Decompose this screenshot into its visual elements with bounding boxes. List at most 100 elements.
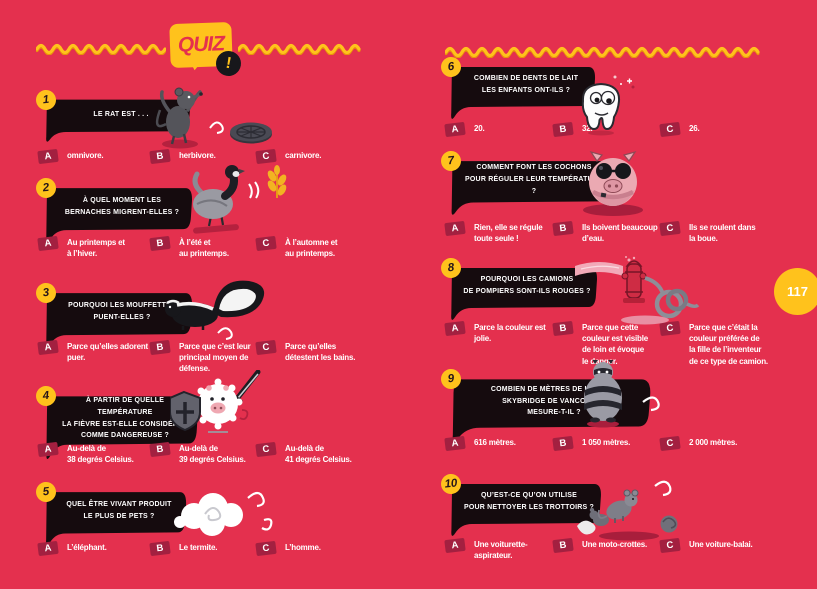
answer-option-b[interactable]: B Au-delà de 39 degrés Celsius. — [149, 441, 246, 465]
answer-option-b[interactable]: B Parce que c’est leur principal moyen de… — [149, 339, 251, 375]
answer-letter-badge[interactable]: A — [444, 537, 466, 554]
answer-option-c[interactable]: C Parce qu’elles détestent les bains. — [255, 339, 355, 363]
speech-bubble-shape — [451, 484, 601, 536]
question-banner: À QUEL MOMENT LES BERNACHES MIGRENT-ELLE… — [42, 186, 194, 247]
answer-option-b[interactable]: B Le termite. — [149, 540, 218, 557]
answer-letter-badge[interactable]: C — [659, 435, 681, 452]
question-text: POURQUOI LES CAMIONS DE POMPIERS SONT-IL… — [463, 276, 591, 296]
rat-and-manhole-illustration — [155, 87, 272, 149]
mice-and-droppings-illustration — [577, 480, 678, 541]
answer-option-b[interactable]: B Une moto-crottes. — [552, 537, 648, 554]
answer-letter-badge[interactable]: B — [552, 220, 574, 237]
fire-hydrant-and-hose-illustration — [575, 256, 700, 325]
answer-letter-badge[interactable]: C — [255, 540, 277, 557]
answer-letter-badge[interactable]: A — [37, 148, 59, 165]
speech-bubble-shape — [451, 268, 598, 320]
question-text: COMBIEN DE DENTS DE LAIT LES ENFANTS ONT… — [473, 75, 579, 95]
answer-text: Le termite. — [179, 543, 218, 552]
answer-letter-badge[interactable]: C — [659, 220, 681, 237]
speech-bubble-shape — [451, 67, 596, 119]
squiggle-divider-mid — [238, 43, 361, 55]
answer-option-a[interactable]: A Une voiturette- aspirateur. — [444, 537, 528, 561]
page-number-badge: 117 — [774, 268, 817, 315]
answer-letter-badge[interactable]: A — [444, 435, 466, 452]
question-text: À QUEL MOMENT LES BERNACHES MIGRENT-ELLE… — [64, 197, 180, 217]
answer-text: Une voiture-balai. — [689, 540, 753, 549]
question-text: QU’EST-CE QU’ON UTILISE POUR NETTOYER LE… — [464, 492, 594, 512]
answer-option-b[interactable]: B Ils boivent beaucoup d’eau. — [552, 220, 658, 244]
answer-option-c[interactable]: C Une voiture-balai. — [659, 537, 753, 554]
answer-option-c[interactable]: C L’homme. — [255, 540, 321, 557]
answer-letter-badge[interactable]: A — [37, 441, 59, 458]
answer-letter-badge[interactable]: B — [149, 441, 171, 458]
question-banner: QUEL ÊTRE VIVANT PRODUIT LE PLUS DE PETS… — [42, 490, 188, 550]
answer-letter-badge[interactable]: A — [37, 540, 59, 557]
answer-text: Parce que c’était la couleur préférée de… — [689, 323, 768, 366]
answer-text: L’éléphant. — [67, 543, 107, 552]
answer-text: Parce que cette couleur est visible de l… — [582, 323, 649, 366]
answer-letter-badge[interactable]: B — [149, 235, 171, 252]
answer-text: Au-delà de 41 degrés Celsius. — [285, 444, 352, 465]
answer-text: Au-delà de 38 degrés Celsius. — [67, 444, 134, 465]
virus-with-shield-and-sword-illustration — [170, 370, 261, 433]
answer-letter-badge[interactable]: B — [149, 540, 171, 557]
question-text: À PARTIR DE QUELLE TEMPÉRATURE LA FIÈVRE… — [62, 396, 188, 440]
answer-option-a[interactable]: A Au printemps et à l’hiver. — [37, 235, 125, 259]
answer-option-a[interactable]: A Au-delà de 38 degrés Celsius. — [37, 441, 134, 465]
answer-option-a[interactable]: A 20. — [444, 121, 485, 138]
answer-option-a[interactable]: A L’éléphant. — [37, 540, 107, 557]
answer-letter-badge[interactable]: A — [444, 121, 466, 138]
answer-text: 616 mètres. — [474, 438, 516, 447]
answer-text: 26. — [689, 124, 700, 133]
squiggle-divider-right — [445, 46, 760, 58]
answer-option-b[interactable]: B Parce que cette couleur est visible de … — [552, 320, 649, 367]
answer-option-b[interactable]: B 1 050 mètres. — [552, 435, 631, 452]
answer-text: 20. — [474, 124, 485, 133]
answer-option-a[interactable]: A 616 mètres. — [444, 435, 516, 452]
answer-letter-badge[interactable]: A — [444, 320, 466, 337]
tooth-illustration — [581, 75, 635, 136]
answer-option-b[interactable]: B À l’été et au printemps. — [149, 235, 229, 259]
answer-option-a[interactable]: A Parce qu’elles adorent puer. — [37, 339, 148, 363]
answer-option-c[interactable]: C Parce que c’était la couleur préférée d… — [659, 320, 768, 367]
quiz-title: QUIZ — [177, 32, 225, 57]
speech-bubble-shape — [451, 161, 611, 215]
answer-letter-badge[interactable]: A — [37, 339, 59, 356]
pig-with-sunglasses-illustration — [583, 150, 643, 216]
answer-letter-badge[interactable]: C — [255, 441, 277, 458]
question-banner: LE RAT EST . . . — [42, 98, 192, 145]
answer-option-a[interactable]: A Rien, elle se régule toute seule ! — [444, 220, 543, 244]
speech-bubble-shape — [46, 188, 193, 243]
answer-option-b[interactable]: B 32. — [552, 121, 593, 138]
answer-letter-badge[interactable]: A — [37, 235, 59, 252]
answer-letter-badge[interactable]: A — [444, 220, 466, 237]
answer-option-c[interactable]: C 26. — [659, 121, 700, 138]
answer-letter-badge[interactable]: C — [255, 339, 277, 356]
answer-text: omnivore. — [67, 151, 104, 160]
question-text: LE RAT EST . . . — [93, 110, 149, 118]
answer-text: Au-delà de 39 degrés Celsius. — [179, 444, 246, 465]
answer-text: Parce qu’elles adorent puer. — [67, 342, 148, 363]
question-banner: POURQUOI LES CAMIONS DE POMPIERS SONT-IL… — [447, 266, 599, 324]
barnacle-goose-illustration — [192, 165, 287, 234]
answer-option-c[interactable]: C Ils se roulent dans la boue. — [659, 220, 756, 244]
answer-letter-badge[interactable]: B — [552, 435, 574, 452]
answer-text: Ils boivent beaucoup d’eau. — [582, 223, 658, 244]
speech-bubble-shape — [46, 99, 191, 142]
answer-option-c[interactable]: C Au-delà de 41 degrés Celsius. — [255, 441, 352, 465]
answer-option-a[interactable]: A Parce la couleur est jolie. — [444, 320, 546, 344]
question-banner: QU’EST-CE QU’ON UTILISE POUR NETTOYER LE… — [447, 482, 603, 540]
answer-option-c[interactable]: C 2 000 mètres. — [659, 435, 737, 452]
answer-text: 32. — [582, 124, 593, 133]
answer-text: 1 050 mètres. — [582, 438, 631, 447]
answer-text: Une moto-crottes. — [582, 540, 648, 549]
answer-letter-badge[interactable]: C — [659, 121, 681, 138]
question-banner: POURQUOI LES MOUFFETTES PUENT-ELLES ? — [42, 291, 194, 352]
answer-letter-badge[interactable]: B — [149, 339, 171, 356]
answer-text: herbivore. — [179, 151, 216, 160]
